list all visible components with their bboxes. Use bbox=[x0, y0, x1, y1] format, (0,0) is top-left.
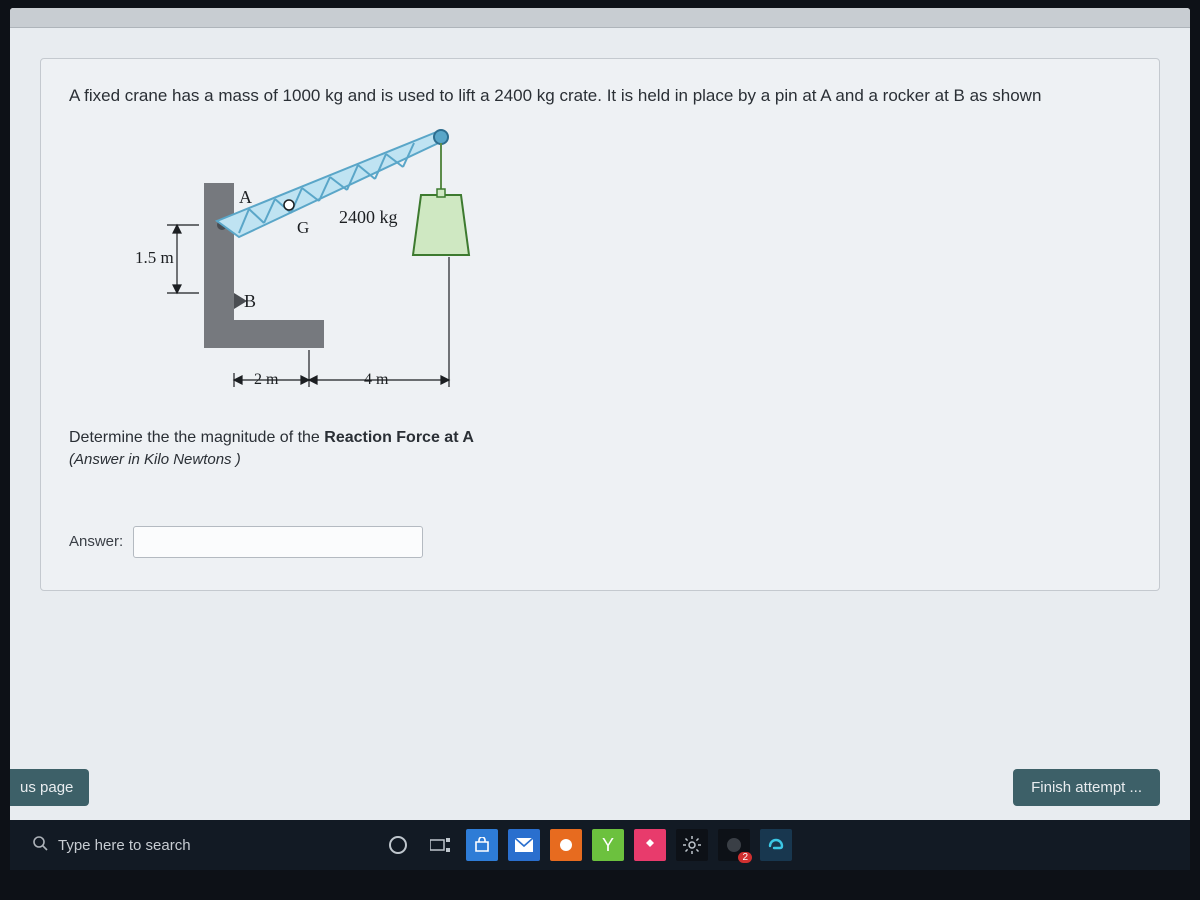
mail-icon[interactable] bbox=[508, 829, 540, 861]
crate-hook-eye bbox=[437, 189, 445, 197]
boom-pulley bbox=[434, 130, 448, 144]
label-dim-h2: 4 m bbox=[364, 371, 389, 388]
label-g: G bbox=[297, 218, 309, 237]
answer-input[interactable] bbox=[133, 526, 423, 558]
cortana-icon[interactable] bbox=[382, 829, 414, 861]
store-icon[interactable] bbox=[466, 829, 498, 861]
app-pink-icon[interactable] bbox=[634, 829, 666, 861]
prompt-prefix: Determine the the magnitude of the bbox=[69, 429, 324, 446]
label-a: A bbox=[239, 187, 252, 207]
taskview-icon[interactable] bbox=[424, 829, 456, 861]
crate bbox=[413, 195, 469, 255]
settings-icon[interactable] bbox=[676, 829, 708, 861]
app-green-icon[interactable]: Y bbox=[592, 829, 624, 861]
search-icon bbox=[32, 835, 48, 855]
app-orange-icon[interactable] bbox=[550, 829, 582, 861]
previous-page-button[interactable]: us page bbox=[10, 769, 89, 806]
prompt-bold: Reaction Force at A bbox=[324, 429, 474, 446]
monitor-frame: A fixed crane has a mass of 1000 kg and … bbox=[0, 0, 1200, 900]
search-placeholder-text: Type here to search bbox=[58, 837, 191, 854]
crane-tower bbox=[204, 183, 234, 323]
crane-diagram-svg: A B G 2400 kg 1.5 m 2 m 4 m bbox=[89, 125, 509, 415]
label-dim-v: 1.5 m bbox=[135, 248, 174, 267]
crane-base bbox=[204, 320, 324, 348]
answer-row: Answer: bbox=[69, 526, 1131, 558]
label-dim-h1: 2 m bbox=[254, 371, 279, 388]
screen-area: A fixed crane has a mass of 1000 kg and … bbox=[10, 8, 1190, 828]
answer-label: Answer: bbox=[69, 533, 123, 550]
question-prompt: Determine the the magnitude of the React… bbox=[69, 429, 1131, 447]
quiz-question-panel: A fixed crane has a mass of 1000 kg and … bbox=[40, 58, 1160, 591]
label-b: B bbox=[244, 291, 256, 311]
taskbar-search[interactable]: Type here to search bbox=[18, 829, 318, 861]
taskbar-icons: Y 2 bbox=[382, 829, 792, 861]
quiz-bottom-nav: us page Finish attempt ... bbox=[10, 769, 1160, 806]
finish-attempt-button[interactable]: Finish attempt ... bbox=[1013, 769, 1160, 806]
badge-icon[interactable]: 2 bbox=[718, 829, 750, 861]
label-load: 2400 kg bbox=[339, 207, 398, 227]
crane-boom bbox=[217, 131, 447, 237]
edge-icon[interactable] bbox=[760, 829, 792, 861]
windows-taskbar: Type here to search Y 2 bbox=[10, 820, 1190, 870]
question-text: A fixed crane has a mass of 1000 kg and … bbox=[69, 83, 1131, 109]
center-of-gravity bbox=[284, 200, 294, 210]
browser-chrome-edge bbox=[10, 8, 1190, 28]
question-hint: (Answer in Kilo Newtons ) bbox=[69, 451, 1131, 468]
crane-diagram: A B G 2400 kg 1.5 m 2 m 4 m bbox=[89, 125, 509, 415]
